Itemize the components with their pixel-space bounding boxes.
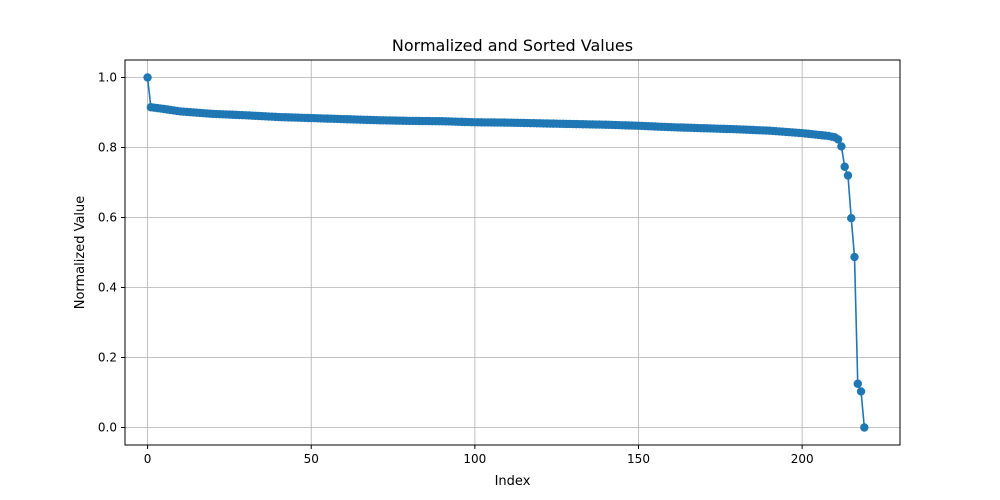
- data-point: [143, 73, 152, 82]
- x-axis-label: Index: [495, 474, 531, 489]
- y-tick-label: 0.4: [98, 281, 117, 295]
- data-point: [850, 252, 859, 262]
- y-tick-label: 1.0: [98, 71, 117, 85]
- data-point: [847, 214, 856, 223]
- x-tick-label: 200: [791, 452, 814, 466]
- data-point: [860, 423, 869, 432]
- x-tick-label: 0: [144, 452, 152, 466]
- axis-ticks: 0 50 100 150 200 0.0 0.2 0.4 0.6 0.8 1.0: [98, 71, 814, 467]
- x-tick-label: 50: [304, 452, 319, 466]
- data-point: [856, 387, 866, 396]
- data-point: [833, 135, 843, 144]
- y-tick-label: 0.2: [98, 351, 117, 365]
- data-point: [843, 171, 853, 180]
- y-tick-label: 0.0: [98, 421, 117, 435]
- data-point: [837, 142, 846, 151]
- data-point: [853, 379, 862, 388]
- x-tick-label: 150: [627, 452, 650, 466]
- x-tick-label: 100: [463, 452, 486, 466]
- series-layer: [143, 73, 869, 432]
- data-point: [840, 162, 849, 171]
- y-axis-label: Normalized Value: [73, 196, 88, 310]
- y-tick-label: 0.6: [98, 211, 117, 225]
- plot-frame: [124, 59, 901, 446]
- y-tick-label: 0.8: [98, 141, 117, 155]
- chart-title: Normalized and Sorted Values: [392, 36, 633, 55]
